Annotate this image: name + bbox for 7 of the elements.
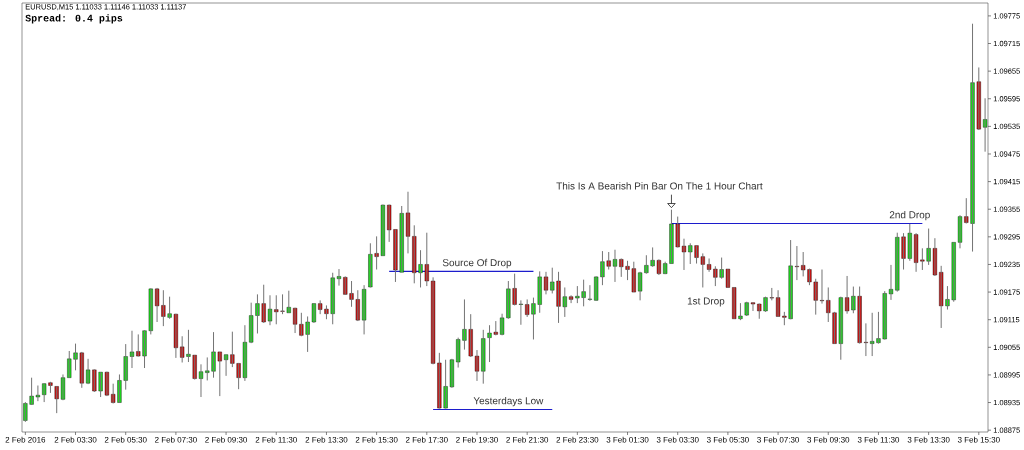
candlestick [587,284,592,302]
annotation: Source Of Drop [442,258,512,269]
annotation: This Is A Bearish Pin Bar On The 1 Hour Chart [556,182,763,190]
annotation: Yesterdays Low [473,396,544,407]
annotation: 2nd Drop [889,211,930,221]
annotation: Spread: 0.4 pips [25,14,123,24]
annotation: 1st Drop [687,297,725,307]
